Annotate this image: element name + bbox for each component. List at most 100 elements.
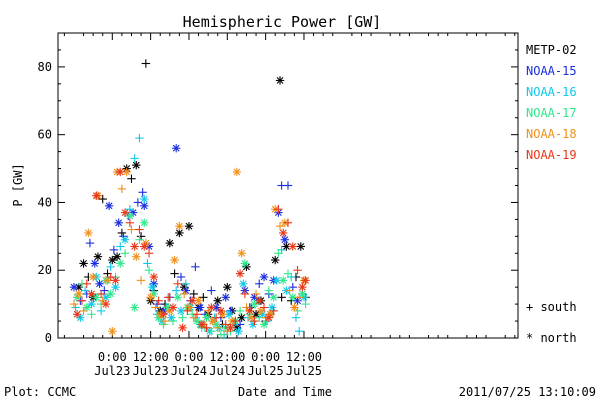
north-point-asterisk bbox=[202, 313, 211, 322]
north-point-asterisk bbox=[213, 296, 222, 305]
south-point-plus bbox=[283, 181, 293, 190]
south-point-plus bbox=[202, 323, 211, 333]
north-point-asterisk bbox=[120, 235, 130, 244]
south-point-plus bbox=[294, 293, 304, 302]
south-point-plus bbox=[269, 306, 278, 316]
south-point-plus bbox=[144, 266, 154, 275]
north-point-asterisk bbox=[226, 323, 235, 333]
north-point-asterisk bbox=[95, 279, 104, 288]
south-point-plus bbox=[264, 286, 274, 295]
south-point-plus bbox=[235, 306, 245, 316]
north-point-asterisk bbox=[159, 310, 168, 319]
south-point-plus bbox=[189, 289, 198, 299]
south-point-plus bbox=[127, 225, 136, 234]
north-point-asterisk bbox=[108, 255, 117, 265]
north-point-asterisk bbox=[92, 191, 101, 200]
x-axis-ticks: 0:00Jul2312:00Jul230:00Jul2412:00Jul240:… bbox=[63, 33, 516, 378]
north-point-asterisk bbox=[296, 242, 305, 251]
north-point-asterisk bbox=[132, 160, 141, 170]
plot-source-label: Plot: CCMC bbox=[4, 385, 76, 399]
south-point-plus bbox=[143, 259, 152, 268]
north-point-asterisk bbox=[93, 252, 103, 261]
legend: METP-02 NOAA-15 NOAA-16 NOAA-17 NOAA-18 NOAA-… bbox=[526, 43, 577, 162]
north-point-asterisk bbox=[178, 323, 187, 333]
south-point-plus bbox=[69, 299, 79, 309]
north-point-asterisk bbox=[132, 252, 141, 261]
south-point-plus bbox=[251, 289, 261, 299]
north-point-asterisk bbox=[87, 299, 96, 309]
north-point-asterisk bbox=[232, 167, 242, 177]
north-point-asterisk bbox=[79, 259, 88, 268]
north-point-asterisk bbox=[223, 282, 232, 292]
north-point-asterisk bbox=[234, 327, 243, 336]
south-point-plus bbox=[144, 249, 154, 258]
north-point-asterisk bbox=[140, 242, 149, 251]
south-point-plus bbox=[135, 133, 144, 143]
y-tick-label: 60 bbox=[38, 128, 52, 142]
north-point-asterisk bbox=[301, 276, 310, 285]
south-point-plus bbox=[77, 296, 87, 305]
north-point-asterisk bbox=[84, 228, 93, 238]
south-point-plus bbox=[133, 198, 143, 207]
x-tick-date-label: Jul25 bbox=[286, 364, 322, 378]
south-point-plus bbox=[192, 310, 202, 319]
south-point-plus bbox=[168, 316, 178, 326]
north-point-asterisk bbox=[101, 299, 111, 309]
south-point-plus bbox=[183, 306, 192, 316]
north-point-asterisk bbox=[197, 320, 206, 329]
y-axis-ticks: 0 20 40 60 80 bbox=[38, 32, 518, 345]
x-tick-time-label: 12:00 bbox=[286, 350, 322, 364]
north-point-asterisk bbox=[90, 259, 99, 268]
north-point-asterisk bbox=[130, 303, 139, 312]
x-tick-time-label: 0:00 bbox=[98, 350, 127, 364]
north-point-asterisk bbox=[108, 327, 117, 336]
north-point-asterisk bbox=[216, 306, 226, 316]
north-point-asterisk bbox=[106, 289, 115, 299]
south-point-plus bbox=[294, 327, 304, 336]
south-point-plus bbox=[250, 316, 259, 326]
north-point-asterisk bbox=[92, 293, 101, 302]
y-axis-label: P [GW] bbox=[11, 163, 25, 206]
plot-timestamp: 2011/07/25 13:10:09 bbox=[459, 385, 596, 399]
south-point-plus bbox=[285, 286, 294, 295]
north-point-asterisk bbox=[207, 303, 216, 312]
south-point-plus bbox=[191, 262, 200, 272]
north-point-asterisk bbox=[280, 235, 290, 244]
south-point-plus bbox=[82, 279, 91, 288]
legend-entry: NOAA-15 bbox=[526, 64, 577, 78]
south-point-plus bbox=[274, 249, 283, 258]
north-point-asterisk bbox=[271, 255, 280, 265]
south-point-plus bbox=[207, 327, 216, 336]
north-point-asterisk bbox=[235, 269, 245, 278]
north-point-asterisk bbox=[104, 201, 114, 211]
south-point-plus bbox=[275, 221, 285, 231]
south-point-plus bbox=[96, 289, 106, 299]
north-point-asterisk bbox=[168, 303, 178, 312]
north-point-asterisk bbox=[130, 242, 139, 251]
north-point-asterisk bbox=[275, 76, 285, 85]
north-point-asterisk bbox=[116, 259, 125, 268]
north-point-asterisk bbox=[279, 228, 288, 238]
legend-entry: NOAA-17 bbox=[526, 106, 577, 120]
south-point-plus bbox=[106, 262, 115, 272]
x-tick-time-label: 12:00 bbox=[209, 350, 245, 364]
south-point-plus bbox=[259, 303, 269, 312]
north-point-asterisk bbox=[298, 282, 307, 292]
north-point-asterisk bbox=[259, 320, 269, 329]
south-point-plus bbox=[255, 279, 264, 288]
north-point-asterisk bbox=[279, 276, 288, 285]
north-point-asterisk bbox=[120, 208, 130, 217]
south-point-plus bbox=[98, 194, 107, 204]
north-point-asterisk bbox=[111, 282, 120, 292]
y-tick-label: 40 bbox=[38, 195, 52, 209]
y-tick-label: 0 bbox=[45, 331, 52, 345]
marker-key-south: + south bbox=[526, 300, 577, 314]
x-tick-date-label: Jul23 bbox=[94, 364, 130, 378]
north-point-asterisk bbox=[237, 249, 246, 258]
south-point-plus bbox=[80, 286, 90, 295]
south-point-plus bbox=[117, 184, 127, 194]
south-point-plus bbox=[154, 296, 163, 305]
legend-entry: METP-02 bbox=[526, 43, 577, 57]
north-point-asterisk bbox=[259, 272, 269, 282]
north-point-asterisk bbox=[146, 293, 155, 302]
